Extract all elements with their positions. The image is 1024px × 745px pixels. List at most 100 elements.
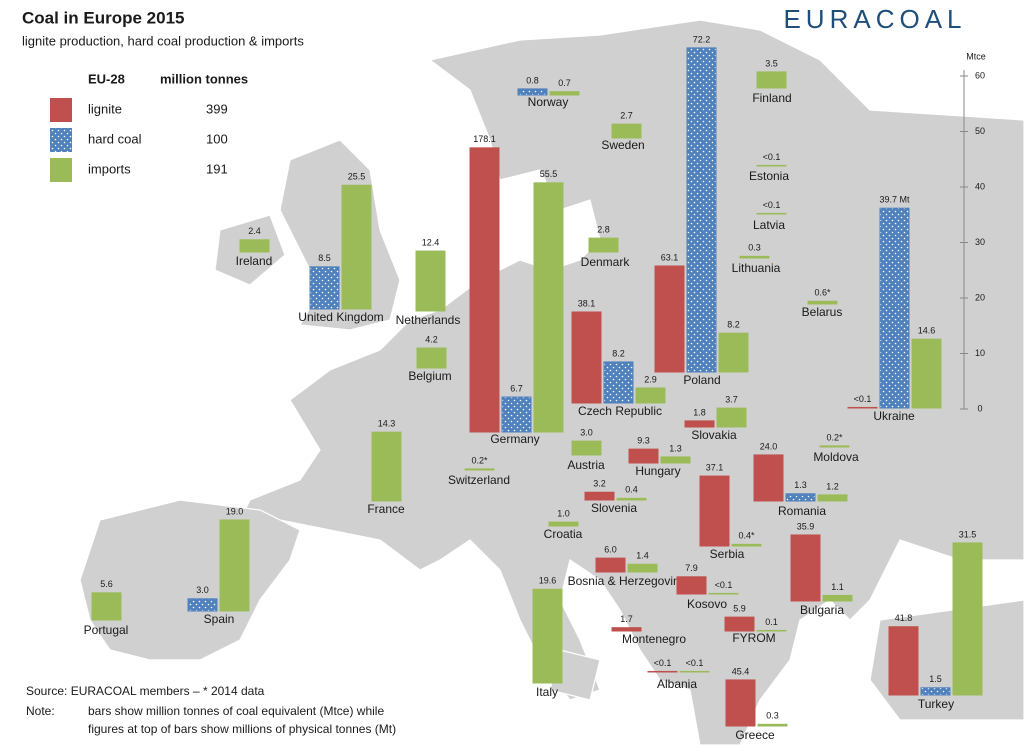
bar xyxy=(532,588,563,684)
country-name: Kosovo xyxy=(687,597,727,611)
value-label: 0.6* xyxy=(814,288,831,298)
bar xyxy=(611,123,642,139)
bar xyxy=(756,164,787,167)
bar xyxy=(571,440,602,456)
bar xyxy=(716,407,747,428)
value-label: 72.2 xyxy=(693,34,711,44)
legend-label: lignite xyxy=(88,101,122,116)
bar xyxy=(679,670,710,673)
bar xyxy=(756,629,787,632)
value-label: <0.1 xyxy=(715,580,733,590)
value-label: 14.3 xyxy=(378,419,396,429)
brand-logo: EURACOAL xyxy=(783,4,966,34)
country-name: Slovakia xyxy=(691,428,737,442)
bar xyxy=(469,147,500,433)
value-label: 5.9 xyxy=(733,604,746,614)
axis-unit: Mtce xyxy=(966,51,986,61)
note-line: figures at top of bars show millions of … xyxy=(88,722,396,736)
y-tick-label: 0 xyxy=(977,403,982,413)
bar xyxy=(660,456,691,464)
country-name: Moldova xyxy=(813,450,859,464)
country-name: Lithuania xyxy=(732,261,781,275)
bar xyxy=(699,475,730,547)
country-name: Ukraine xyxy=(873,409,915,423)
country-name: Finland xyxy=(752,91,791,105)
value-label: 1.2 xyxy=(826,481,839,491)
bar xyxy=(911,338,942,409)
bar xyxy=(416,347,447,369)
bar xyxy=(757,723,788,727)
country-name: Netherlands xyxy=(396,313,461,327)
value-label: 0.2* xyxy=(826,432,843,442)
bar xyxy=(549,91,580,96)
legend-total: 191 xyxy=(206,161,228,176)
value-label: 0.7 xyxy=(558,78,571,88)
bar xyxy=(756,71,787,89)
bar xyxy=(718,332,749,373)
value-label: 1.1 xyxy=(831,582,844,592)
bar xyxy=(676,576,707,595)
country-name: Montenegro xyxy=(622,632,686,646)
country-name: Sweden xyxy=(601,138,644,152)
bar xyxy=(219,519,250,612)
value-label: 1.8 xyxy=(693,407,706,417)
value-label: 0.8 xyxy=(526,75,539,85)
value-label: 7.9 xyxy=(685,563,698,573)
country-name: Romania xyxy=(778,504,826,518)
value-label: 0.4* xyxy=(738,531,755,541)
bar xyxy=(888,626,919,696)
country-name: FYROM xyxy=(732,631,775,645)
value-label: 6.7 xyxy=(510,383,523,393)
bar xyxy=(584,491,615,501)
bar xyxy=(239,239,270,253)
bar xyxy=(847,406,878,409)
country-name: Turkey xyxy=(918,697,954,711)
legend-swatch xyxy=(50,158,72,182)
country-name: Latvia xyxy=(753,218,785,232)
country-name: Austria xyxy=(567,458,605,472)
country-name: Greece xyxy=(735,728,775,742)
country-name: Italy xyxy=(536,685,558,699)
value-label: 5.6 xyxy=(100,579,113,589)
value-label: 45.4 xyxy=(732,666,750,676)
value-label: 3.0 xyxy=(196,585,209,595)
value-label: 38.1 xyxy=(578,298,596,308)
value-label: 55.5 xyxy=(540,169,558,179)
country-name: United Kingdom xyxy=(298,310,383,324)
y-tick-label: 40 xyxy=(975,181,985,191)
bar xyxy=(571,311,602,404)
bar xyxy=(785,493,816,502)
country-name: Bulgaria xyxy=(800,603,844,617)
value-label: 1.4 xyxy=(636,551,649,561)
bar xyxy=(724,616,755,632)
bar xyxy=(309,266,340,310)
country-name: Poland xyxy=(683,373,720,387)
country-name: Portugal xyxy=(84,623,129,637)
bar xyxy=(595,557,626,573)
bar xyxy=(517,88,548,96)
value-label: 14.6 xyxy=(918,326,936,336)
bar xyxy=(616,497,647,501)
bar xyxy=(647,670,678,673)
value-label: 35.9 xyxy=(797,521,815,531)
value-label: <0.1 xyxy=(763,152,781,162)
bar xyxy=(501,396,532,433)
country-name: Norway xyxy=(528,95,569,109)
bar xyxy=(654,265,685,373)
value-label: 178.1 xyxy=(473,134,496,144)
bar xyxy=(822,594,853,602)
legend-label: imports xyxy=(88,161,131,176)
bar xyxy=(603,361,634,404)
legend-swatch xyxy=(50,98,72,122)
country-name: Estonia xyxy=(749,169,789,183)
value-label: 0.1 xyxy=(765,617,778,627)
bar xyxy=(187,598,218,612)
value-label: 1.0 xyxy=(557,508,570,518)
value-label: <0.1 xyxy=(854,394,872,404)
bar xyxy=(756,212,787,215)
source: Source: EURACOAL members – * 2014 data xyxy=(26,684,265,698)
country-name: Switzerland xyxy=(448,473,510,487)
value-label: 0.3 xyxy=(748,243,761,253)
country-name: Slovenia xyxy=(591,501,637,515)
